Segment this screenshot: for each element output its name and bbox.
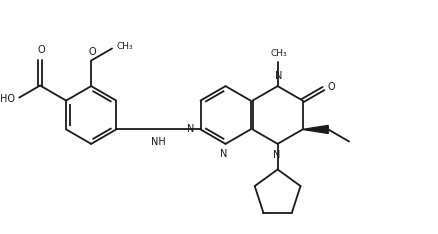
Text: O: O [88,47,96,57]
Text: CH₃: CH₃ [116,42,133,51]
Text: N: N [273,150,280,160]
Text: CH₃: CH₃ [270,49,287,58]
Text: NH: NH [151,137,166,147]
Text: O: O [328,81,335,91]
Polygon shape [303,125,328,133]
Text: HO: HO [0,94,15,104]
Text: O: O [37,45,45,55]
Text: N: N [275,71,283,81]
Text: N: N [220,149,227,159]
Text: N: N [187,124,194,134]
